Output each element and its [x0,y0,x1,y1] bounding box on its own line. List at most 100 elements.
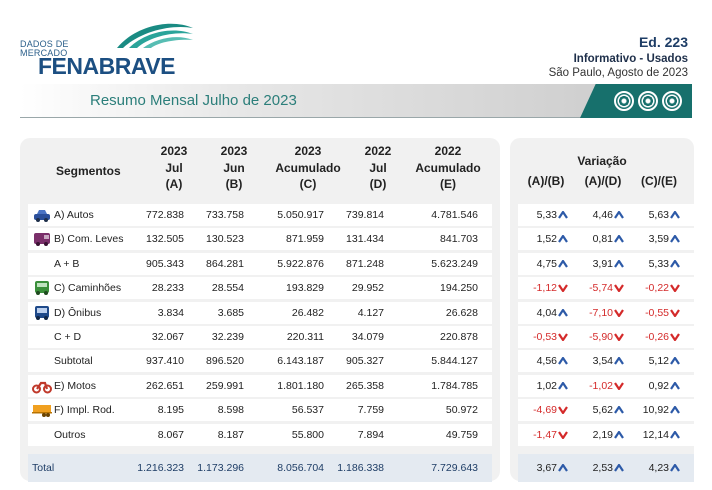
table-row: A) Autos 772.838 733.758 5.050.917 739.814 4.… [28,204,492,226]
segment-label: E) Motos [54,379,97,392]
wheel-icons [580,84,692,118]
edition-number: Ed. 223 [638,34,688,50]
variation-number: -5,74 [589,282,613,295]
arrow-up-icon [670,430,680,439]
arrow-down-icon [670,333,680,341]
variation-value: -1,02 [589,375,624,397]
arrow-up-icon [558,357,568,366]
cell-value: 1.173.296 [197,462,244,474]
arrow-up-icon [614,430,624,439]
table-row: C + D 32.067 32.239 220.311 34.079 220.878 [28,326,492,348]
arrow-up-icon [558,211,568,219]
cell-value: 131.434 [346,233,384,246]
variation-value: 0,81 [593,228,624,250]
cell-value: 262.651 [146,379,184,392]
cell-value: 1.186.338 [337,462,384,474]
title-bar: Resumo Mensal Julho de 2023 [20,84,692,118]
variation-value: 3,54 [593,350,624,372]
cell-value: 5.922.876 [277,257,324,270]
cell-value: 1.784.785 [431,379,478,392]
variation-number: -1,47 [533,428,557,441]
arrow-up-icon [670,235,680,244]
variation-number: 2,53 [592,462,613,474]
arrow-down-icon [614,284,624,293]
header-segments: Segmentos [56,164,121,178]
arrow-up-icon [670,381,680,390]
table-row: Subtotal 937.410 896.520 6.143.187 905.327 5.… [28,350,492,373]
cell-value: 34.079 [351,331,384,343]
variation-number: -5,90 [589,331,613,343]
arrow-up-icon [558,381,568,390]
arrow-down-icon [558,284,568,293]
table-row: Outros 8.067 8.187 55.800 7.894 49.759 [28,423,492,446]
variation-row: 4,56 3,54 5,12 [518,350,694,373]
cell-value: 5.844.127 [431,355,478,368]
variation-row: 1,02 -1,02 0,92 [518,374,694,397]
arrow-down-icon [614,308,624,317]
cell-value: 896.520 [206,355,244,368]
variation-number: -0,26 [645,331,669,343]
variation-number: 4,23 [648,462,669,474]
cell-value: 29.952 [351,282,384,295]
cell-value: 7.759 [357,404,384,417]
cell-value: 8.056.704 [277,462,324,474]
variation-number: -0,55 [645,306,669,319]
variation-value: 4,04 [537,302,568,324]
variation-col-ce: (C)/(E) [641,174,677,188]
cell-value: 28.233 [151,282,184,295]
variation-number: 3,59 [648,233,669,246]
variation-value: -0,53 [533,326,568,348]
cell-value: 26.482 [291,306,324,319]
variation-col-ad: (A)/(D) [584,174,622,188]
trailer-icon [32,402,52,418]
arrow-down-icon [614,333,624,341]
variation-number: -4,69 [533,404,557,417]
header-col-c: 2023 Acumulado (C) [275,144,341,191]
variation-value: -0,55 [645,302,680,324]
variation-number: 12,14 [642,428,669,441]
cell-value: 739.814 [346,209,384,221]
variation-value: -5,90 [589,326,624,348]
variation-row: 4,04 -7,10 -0,55 [518,301,694,324]
variation-value: 2,53 [593,454,624,482]
variation-value: -7,10 [589,302,624,324]
arrow-down-icon [558,430,568,439]
cell-value: 1.216.323 [137,462,184,474]
segment-label: A + B [54,257,80,270]
cell-value: 7.894 [357,428,384,441]
variation-value: 5,33 [537,204,568,226]
cell-value: 194.250 [440,282,478,295]
cell-value: 32.067 [151,331,184,343]
variation-value: -5,74 [589,277,624,299]
cell-value: 1.801.180 [277,379,324,392]
cell-value: 193.829 [286,282,324,295]
car-icon [32,207,52,223]
cell-value: 130.523 [206,233,244,246]
variation-number: 1,52 [536,233,557,246]
segment-label: B) Com. Leves [54,233,124,246]
arrow-up-icon [614,235,624,244]
edition-info: Ed. 223 Informativo - Usados São Paulo, … [549,34,688,80]
cell-value: 55.800 [291,428,324,441]
arrow-up-icon [558,235,568,244]
variation-value: 3,59 [649,228,680,250]
cell-value: 259.991 [206,379,244,392]
variation-row: 1,52 0,81 3,59 [518,228,694,251]
segment-label: C) Caminhões [54,282,122,295]
variation-number: 2,19 [592,428,613,441]
variation-row-total: 3,67 2,53 4,23 [518,454,694,482]
variation-col-ab: (A)/(B) [527,174,565,188]
variation-number: 4,75 [536,257,557,270]
variation-value: 5,63 [649,204,680,226]
arrow-up-icon [670,259,680,268]
arrow-up-icon [670,464,680,472]
cell-value: 4.781.546 [431,209,478,221]
variation-value: -1,12 [533,277,568,299]
cell-value: 772.838 [146,209,184,221]
van-icon [32,231,52,247]
variation-number: 3,91 [592,257,613,270]
cell-value: 8.598 [217,404,244,417]
cell-value: 841.703 [440,233,478,246]
wheel-icon [614,91,634,111]
variation-number: 0,92 [648,379,669,392]
